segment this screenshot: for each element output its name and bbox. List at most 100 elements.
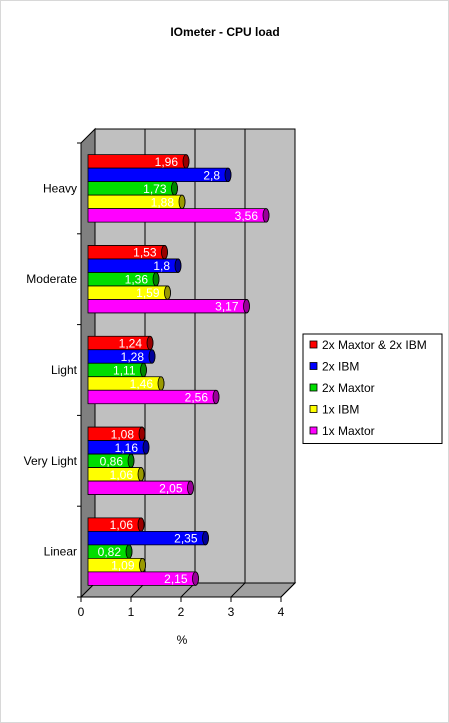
legend-swatch: [309, 340, 318, 349]
category-label: Heavy: [43, 181, 77, 195]
data-label: 2,56: [185, 391, 209, 405]
bar: 1,11: [87, 362, 147, 378]
bar: 1,88: [87, 194, 186, 210]
data-label: 0,86: [100, 454, 124, 468]
data-label: 1,46: [130, 377, 154, 391]
x-tick-label: 0: [78, 605, 85, 619]
category-label: Light: [51, 363, 78, 377]
data-label: 1,28: [121, 350, 145, 364]
axes: Heavy Moderate Light Very Light Linear 0 1 2 3 4: [24, 142, 285, 619]
data-label: 1,09: [111, 559, 135, 573]
data-label: 1,11: [113, 364, 136, 378]
data-label: 1,96: [155, 155, 179, 169]
data-label: 2,15: [164, 572, 188, 586]
legend-box: [302, 333, 443, 444]
bar-cap: [137, 517, 145, 532]
bar-cap: [171, 181, 178, 196]
bar-cap: [164, 285, 171, 300]
bar-body: [87, 272, 160, 287]
bar-cap: [127, 453, 135, 468]
bar-cap: [212, 389, 220, 405]
legend-swatch: [309, 383, 318, 392]
gridline: [280, 582, 296, 598]
bar: 2,56: [87, 389, 220, 405]
bar: 2,8: [87, 167, 232, 183]
legend-label: 2x Maxtor & 2x IBM: [322, 338, 427, 352]
bar: 1,28: [87, 349, 156, 364]
legend-item: 2x Maxtor & 2x IBM: [309, 338, 427, 352]
data-label: 2,35: [174, 532, 198, 546]
category-label: Linear: [44, 545, 77, 559]
data-label: 1,24: [119, 337, 143, 351]
bar-cap: [202, 530, 209, 546]
bar-cap: [182, 154, 190, 169]
bar-cap: [146, 335, 154, 351]
bar: 2,35: [87, 530, 209, 546]
legend-label: 1x IBM: [322, 403, 359, 417]
bar-cap: [174, 258, 182, 273]
legend-item: 1x IBM: [309, 403, 359, 417]
bar-cap: [148, 349, 156, 364]
legend-swatch: [309, 405, 318, 413]
gridline: [230, 582, 246, 598]
data-label: 2,05: [159, 481, 183, 495]
data-label: 1,53: [133, 246, 157, 260]
bar-cap: [140, 362, 147, 378]
bar: 1,16: [87, 440, 150, 455]
data-label: 1,16: [115, 441, 139, 455]
data-label: 1,8: [153, 259, 170, 273]
legend-label: 2x IBM: [322, 360, 359, 374]
bar-cap: [178, 194, 186, 210]
bar-cap: [262, 208, 270, 223]
x-tick-label: 2: [178, 605, 185, 619]
legend-item: 2x Maxtor: [309, 381, 375, 395]
bar: 1,08: [87, 426, 146, 441]
data-label: 3,17: [215, 300, 239, 314]
bar-cap: [125, 544, 133, 559]
bar-cap: [224, 167, 232, 183]
chart-title: IOmeter - CPU load: [170, 25, 279, 39]
legend-swatch: [309, 426, 318, 435]
bar: 1,8: [87, 258, 182, 273]
bar: 1,73: [87, 181, 178, 196]
bar: 3,56: [87, 208, 270, 223]
data-label: 1,88: [151, 195, 175, 209]
bar-cap: [139, 557, 146, 573]
legend-label: 1x Maxtor: [322, 424, 375, 438]
data-label: 2,8: [203, 168, 220, 182]
data-label: 1,73: [143, 182, 167, 196]
legend-label: 2x Maxtor: [322, 381, 375, 395]
category-label: Very Light: [24, 454, 78, 468]
bar-cap: [192, 571, 199, 586]
bar: 1,06: [87, 517, 145, 532]
data-label: 1,06: [110, 468, 134, 482]
bar: 3,17: [87, 299, 250, 314]
bar: 1,59: [87, 285, 171, 300]
x-tick-label: 3: [228, 605, 235, 619]
data-label: 1,59: [136, 286, 160, 300]
data-label: 1,36: [125, 273, 149, 287]
bar: 1,53: [87, 245, 168, 260]
x-tick-label: 1: [128, 605, 135, 619]
bar: 2,15: [87, 571, 199, 586]
bar: 0,82: [87, 544, 133, 559]
bar: 1,46: [87, 376, 165, 391]
bar: 1,36: [87, 272, 160, 287]
bars: 1,96 2,8 1,731,88 3,56 1,531,8 1,361,59 3,17 1,…: [87, 154, 270, 586]
data-label: 3,56: [235, 209, 259, 223]
legend-item: 2x IBM: [309, 360, 359, 374]
legend-swatch: [309, 362, 318, 370]
legend-item: 1x Maxtor: [309, 424, 375, 438]
bar: 1,96: [87, 154, 190, 169]
bar-cap: [187, 480, 194, 495]
bar-cap: [243, 299, 250, 314]
data-label: 1,08: [111, 427, 135, 441]
bar-cap: [157, 376, 165, 391]
bar-cap: [142, 440, 150, 455]
bar: 0,86: [87, 453, 135, 468]
bar: 2,05: [87, 480, 194, 495]
x-axis-label: %: [177, 633, 188, 647]
bar: 1,06: [87, 467, 145, 482]
data-label: 1,06: [110, 518, 134, 532]
